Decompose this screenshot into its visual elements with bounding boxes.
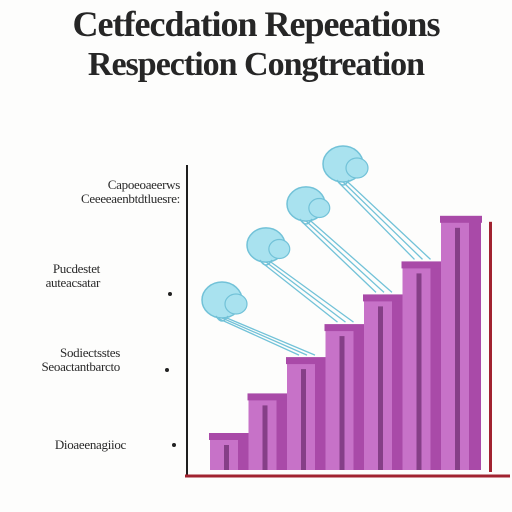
- y-label-2: Pucdestet auteacsatar: [45, 261, 101, 290]
- bar: [363, 294, 405, 470]
- balloon-string: [347, 181, 431, 260]
- balloon-lobe: [224, 293, 248, 315]
- chart-title: Cetfecdation Repeeations Respection Cong…: [0, 6, 512, 82]
- bar-cap: [440, 215, 482, 223]
- y-axis-labels: Capoeoaeerws Ceeeeaenbtdtluesre: Pucdest…: [0, 0, 180, 512]
- bar: [324, 324, 367, 470]
- balloon-string: [337, 181, 415, 260]
- bar-cap: [324, 324, 367, 332]
- y-tick-dot: [168, 292, 172, 296]
- bar-cap: [286, 357, 328, 365]
- balloon-string: [270, 261, 354, 323]
- bar-stripe: [455, 227, 460, 470]
- balloon-string: [310, 220, 393, 293]
- bar-stripe: [378, 306, 383, 470]
- balloon-lobe: [308, 197, 331, 219]
- bar-stripe: [301, 369, 306, 470]
- bar-post: [489, 221, 492, 472]
- bar-side: [353, 328, 366, 470]
- title-line-1: Cetfecdation Repeeations: [72, 4, 441, 44]
- title-line-2: Respection Congtreation: [87, 46, 425, 83]
- bar-stripe: [224, 445, 229, 470]
- bar-stripe: [339, 336, 345, 470]
- balloon-string: [300, 220, 377, 293]
- bar-side: [430, 265, 443, 470]
- bar-cap: [363, 294, 405, 302]
- balloon-tail: [259, 259, 273, 266]
- balloon-icon: [201, 281, 316, 356]
- bar: [440, 215, 482, 470]
- bars-group: [209, 215, 492, 472]
- balloon-string: [221, 317, 308, 356]
- bar-stripe: [416, 273, 422, 470]
- balloons-group: [201, 145, 431, 356]
- bar-side: [315, 361, 327, 470]
- bar-cap: [247, 393, 290, 401]
- y-label-3: Sodiectsstes Seoactantbarcto: [41, 345, 120, 374]
- bar: [247, 393, 290, 470]
- y-label-1: Capoeoaeerws Ceeeeaenbtdtluesre:: [81, 177, 180, 206]
- bar: [286, 357, 328, 470]
- bar-side: [469, 219, 481, 470]
- balloon-icon: [322, 145, 431, 260]
- balloon-string: [226, 317, 316, 356]
- balloon-string: [216, 317, 300, 356]
- bar-cap: [401, 261, 444, 269]
- bar: [209, 433, 251, 470]
- balloon-tail: [336, 179, 350, 186]
- balloon-icon: [246, 227, 354, 323]
- balloon-tail: [215, 315, 229, 322]
- bar-side: [392, 298, 404, 470]
- bar: [401, 261, 444, 470]
- y-label-4: Dioaeenagiioc: [54, 437, 126, 452]
- bar-side: [238, 437, 250, 470]
- balloon-lobe: [345, 157, 369, 179]
- balloon-tail: [299, 218, 313, 225]
- balloon-lobe: [268, 238, 291, 260]
- y-tick-dot: [172, 443, 176, 447]
- balloon-icon: [286, 186, 393, 293]
- balloon-string: [305, 220, 385, 293]
- bar-side: [276, 397, 289, 470]
- balloon-string: [265, 261, 346, 323]
- balloon-string: [260, 261, 338, 323]
- bar-cap: [209, 433, 251, 440]
- balloon-string: [342, 181, 423, 260]
- bar-stripe: [262, 405, 268, 470]
- y-tick-dot: [165, 368, 169, 372]
